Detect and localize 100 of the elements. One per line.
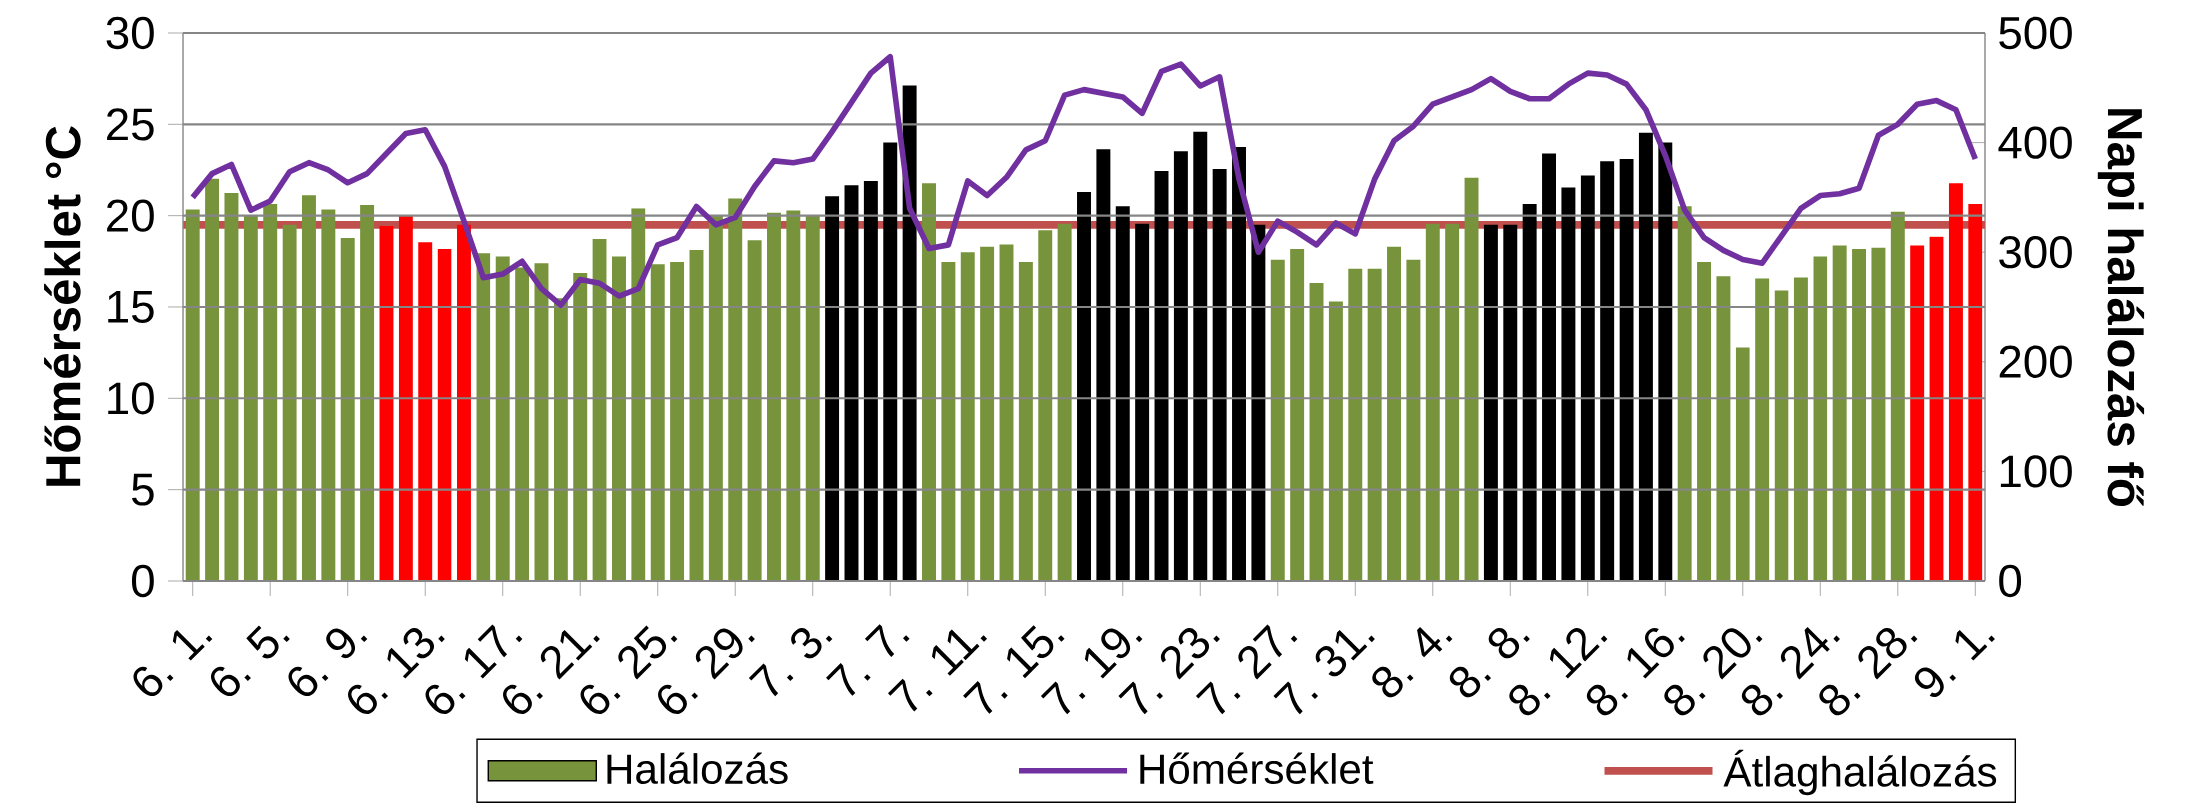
y-tick-label: 0 — [131, 564, 154, 598]
bar — [1193, 131, 1208, 581]
bar — [301, 195, 316, 581]
bar — [592, 239, 607, 581]
bar — [689, 250, 704, 581]
bar — [941, 262, 956, 581]
y-tick-label: 15 — [108, 291, 154, 323]
y2-tick-label: 400 — [1998, 126, 2072, 159]
bar — [573, 273, 588, 581]
bar — [1929, 236, 1944, 581]
bar — [263, 203, 278, 581]
y-tick-label: 5 — [132, 473, 154, 506]
bar — [1600, 161, 1615, 581]
bar — [670, 262, 685, 581]
y2-tick-label: 0 — [1999, 564, 2022, 598]
bar — [960, 252, 975, 581]
y2-tick-label: 100 — [2000, 455, 2072, 488]
bar — [282, 224, 297, 581]
y2-tick-label: 500 — [1999, 16, 2072, 50]
bar — [1387, 246, 1401, 581]
y-tick-label: 10 — [108, 382, 154, 415]
bar — [418, 242, 433, 581]
bar — [1251, 224, 1266, 581]
bar — [243, 216, 258, 581]
bar — [1716, 276, 1731, 581]
bar — [1968, 203, 1983, 581]
bar — [1793, 277, 1808, 581]
bar — [1677, 206, 1692, 581]
bar — [1135, 223, 1150, 581]
bar — [883, 142, 898, 581]
bar — [1212, 168, 1227, 581]
bar — [1096, 149, 1111, 581]
bar — [1890, 211, 1905, 581]
bar — [1232, 146, 1246, 581]
bar — [1406, 259, 1421, 581]
bar — [1464, 177, 1479, 581]
bar — [1348, 268, 1363, 581]
bar — [902, 85, 917, 581]
bar — [340, 237, 355, 581]
bar — [224, 193, 239, 581]
bar — [1309, 282, 1324, 581]
bar — [1483, 224, 1498, 581]
bar — [1018, 262, 1033, 581]
bar — [457, 224, 471, 581]
bar — [1445, 223, 1460, 581]
bar — [650, 264, 665, 581]
bar — [495, 256, 510, 581]
bar — [805, 214, 820, 581]
bar — [1077, 191, 1091, 581]
bar — [1580, 175, 1595, 581]
bar — [1154, 171, 1169, 581]
bar — [980, 246, 995, 581]
y2-axis-title: Napi halálozás fő — [2097, 109, 2145, 507]
bar — [1038, 230, 1053, 581]
bar — [515, 267, 530, 581]
y2-tick-label: 200 — [1999, 345, 2072, 378]
legend-label: Átlaghalálozás — [1723, 749, 1997, 796]
legend-label: Hőmérséklet — [1140, 752, 1374, 785]
bar — [1619, 159, 1634, 581]
bar — [747, 240, 762, 581]
y-tick-label: 20 — [107, 199, 154, 232]
bar — [825, 196, 840, 581]
y-axis-title: Hőmérséklet °C — [44, 126, 81, 486]
bar — [398, 216, 413, 581]
bar — [999, 244, 1014, 581]
bar — [863, 180, 878, 581]
bar — [844, 185, 859, 581]
bar — [786, 210, 801, 581]
bar — [321, 209, 336, 581]
bar — [1328, 301, 1343, 581]
bar — [379, 225, 394, 581]
bar — [534, 263, 549, 581]
bar — [728, 198, 743, 581]
bar — [1813, 256, 1828, 581]
bar — [708, 214, 723, 581]
bar — [1173, 151, 1188, 581]
bar — [360, 205, 375, 581]
legend-label: Halálozás — [607, 752, 788, 785]
bar — [1561, 187, 1576, 581]
bar — [1503, 224, 1518, 581]
bar — [1115, 206, 1130, 581]
bar — [1542, 153, 1556, 581]
bar — [1735, 347, 1750, 581]
bar — [1832, 245, 1847, 581]
bar — [1290, 248, 1305, 581]
bar — [612, 256, 626, 581]
bar — [1638, 132, 1653, 581]
y-tick-label: 30 — [106, 16, 154, 50]
bar — [922, 183, 936, 581]
bar — [437, 248, 452, 581]
bar — [1871, 247, 1886, 581]
bar — [1774, 290, 1789, 581]
bar — [767, 212, 781, 581]
bar — [185, 209, 200, 581]
bar — [1057, 223, 1072, 581]
bar — [1522, 203, 1537, 581]
bar — [1270, 259, 1285, 581]
bar — [1755, 278, 1770, 581]
bar — [205, 178, 220, 581]
bar — [1948, 183, 1963, 581]
